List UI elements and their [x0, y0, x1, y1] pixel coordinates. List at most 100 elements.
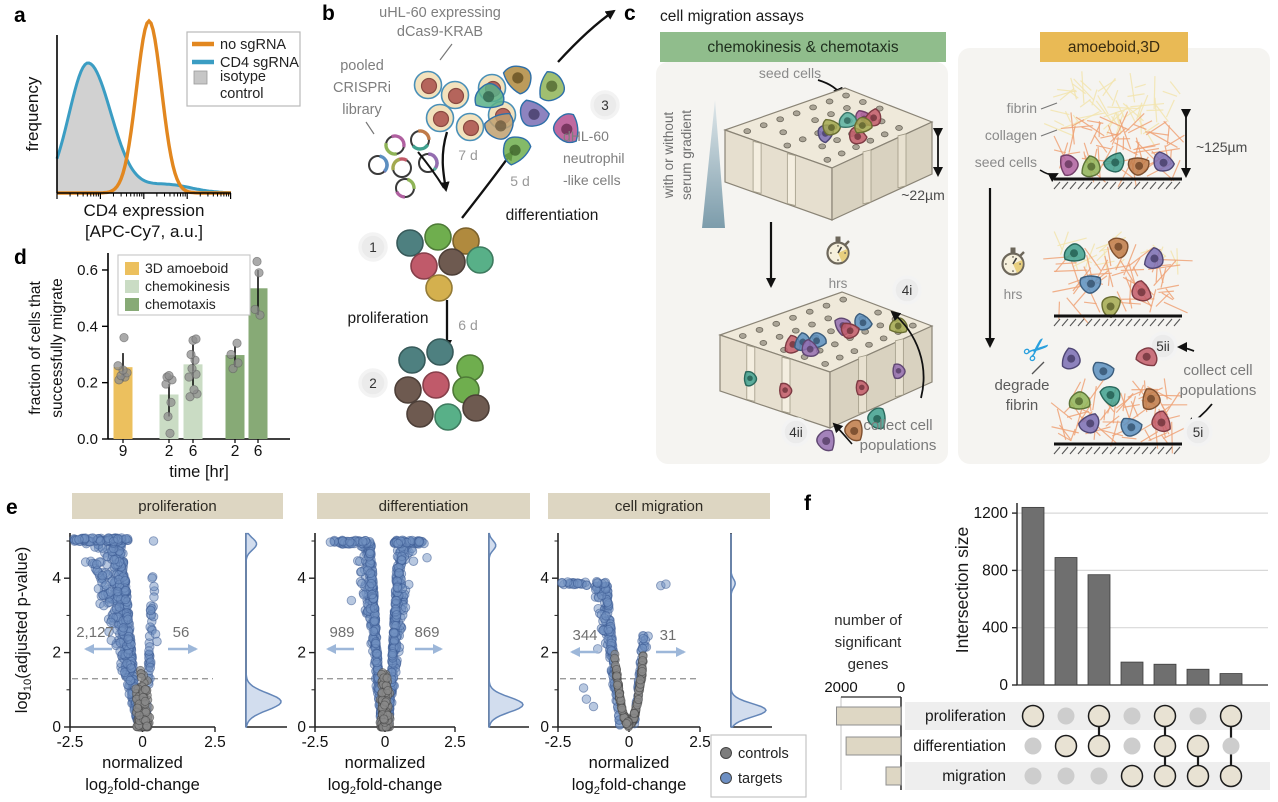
f-set-size-bar-proliferation [836, 706, 902, 726]
cell-icon [817, 430, 834, 451]
d-bar-chemotaxis-6hr [248, 288, 268, 439]
data-point [226, 349, 236, 360]
f-membership-dot [1087, 704, 1111, 728]
e-legend-1: targets [738, 771, 782, 787]
svg-text:0: 0 [540, 719, 549, 736]
e-right-count-0: 56 [173, 624, 190, 641]
uhl60-cell-icon [425, 103, 455, 133]
svg-text:0.4: 0.4 [77, 318, 98, 335]
e-header-text-2: cell migration [615, 498, 703, 515]
a-x-axis-label-1: CD4 expression [84, 201, 205, 220]
data-point [186, 349, 196, 360]
e-header-text-1: differentiation [379, 498, 469, 515]
legend-swatch-isotype [193, 70, 208, 85]
stopwatch-icon [826, 236, 850, 265]
panel-e-label: e [6, 496, 18, 519]
b-7d-label: 7 d [458, 147, 477, 163]
f-membership-dot [1021, 704, 1045, 728]
svg-text:800: 800 [982, 562, 1008, 579]
cell-icon [496, 130, 533, 167]
cell-icon [1142, 246, 1167, 272]
panel-a-label: a [14, 4, 26, 27]
e-x-label-2-2: log2fold-change [572, 776, 687, 797]
b-6d-label: 6 d [458, 317, 477, 333]
f-membership-dot [1057, 767, 1075, 785]
d-legend-2: chemotaxis [145, 296, 216, 312]
cell-icon [1118, 416, 1143, 439]
c-22um-label: ~22µm [901, 187, 944, 203]
f-row-stripe [905, 702, 1270, 730]
step-badge-5ii: 5ii [1148, 331, 1178, 361]
a-legend-no-sgrna: no sgRNA [220, 37, 286, 53]
data-point [187, 363, 197, 374]
c-gradient-label-2: serum gradient [679, 110, 694, 200]
svg-text:2: 2 [540, 645, 549, 662]
svg-text:0: 0 [52, 719, 61, 736]
cell-icon [398, 346, 426, 374]
f-row-label-migration: migration [942, 768, 1006, 785]
e-legend-0: controls [738, 746, 789, 762]
f-membership-dot [1186, 734, 1210, 758]
panel-c-label: c [624, 2, 636, 25]
f-set-size-bar-differentiation [845, 736, 902, 756]
b-5d-label: 5 d [510, 173, 529, 189]
data-point [191, 334, 201, 344]
cell-icon [1077, 412, 1103, 437]
legend-swatch [125, 298, 139, 311]
cell-icon [1128, 279, 1153, 305]
cell-icon [396, 229, 424, 257]
cell-icon [394, 376, 422, 404]
step-badge-4ii: 4ii [781, 417, 811, 447]
data-point [250, 304, 260, 315]
svg-text:400: 400 [982, 620, 1008, 637]
svg-text:0: 0 [297, 719, 306, 736]
b-dhl60-label-1: dHL-60 [563, 128, 609, 144]
cell-icon [466, 246, 494, 274]
svg-text:3: 3 [601, 98, 609, 113]
cell-icon [1149, 410, 1172, 435]
svg-text:0: 0 [999, 677, 1008, 694]
f-membership-dot [1189, 707, 1207, 725]
e-marginal-density-1 [488, 532, 524, 728]
cell-icon [552, 113, 578, 144]
a-legend-isotype-2: control [220, 86, 264, 102]
step-badge-5i: 5i [1183, 417, 1213, 447]
b-differentiation-label: differentiation [506, 207, 599, 224]
b-uhl60-label-2: dCas9-KRAB [397, 24, 483, 40]
c-left-collect-2: populations [860, 437, 937, 454]
f-membership-dot [1153, 704, 1177, 728]
cell-icon [1135, 345, 1160, 368]
b-arrow-to-panel-c [557, 9, 616, 63]
f-intersection-bar-0 [1021, 506, 1045, 686]
e-marginal-density-2 [730, 533, 767, 728]
e-x-label-2-0: log2fold-change [85, 776, 200, 797]
panel-f-label: f [804, 492, 811, 515]
c-seed-cells-label: seed cells [759, 65, 821, 81]
b-pooled-label-3: library [342, 102, 382, 118]
c-right-collect-1: collect cell [1183, 362, 1252, 379]
c-left-header-text: chemokinesis & chemotaxis [707, 39, 898, 56]
e-right-count-1: 869 [414, 624, 439, 641]
panel-b-label: b [322, 2, 335, 25]
e-volcano-points-0 [69, 533, 162, 732]
cell-icon [1102, 151, 1128, 176]
cell-icon [422, 371, 450, 399]
cell-icon [1080, 155, 1104, 181]
svg-text:6: 6 [189, 443, 198, 460]
uhl60-cell-icon [455, 112, 485, 142]
f-membership-dot [1054, 734, 1078, 758]
d-legend-1: chemokinesis [145, 278, 230, 294]
cell-icon [1141, 388, 1161, 411]
cell-icon [820, 118, 842, 139]
b-uhl60-label-1: uHL-60 expressing [379, 5, 501, 21]
c-title: cell migration assays [660, 8, 804, 25]
cell-icon [434, 403, 462, 431]
f-membership-dot [1090, 767, 1108, 785]
panel-b-crispri-workflow-diagram: uHL-60 expressing dCas9-KRAB pooled CRISPRi… [333, 5, 625, 431]
cell-icon [514, 97, 551, 133]
data-point [165, 428, 175, 438]
b-proliferation-label: proliferation [348, 310, 429, 327]
c-gradient-label-1: with or without [661, 112, 676, 200]
cell-icon [1107, 234, 1132, 260]
stopwatch-icon [1001, 247, 1025, 276]
